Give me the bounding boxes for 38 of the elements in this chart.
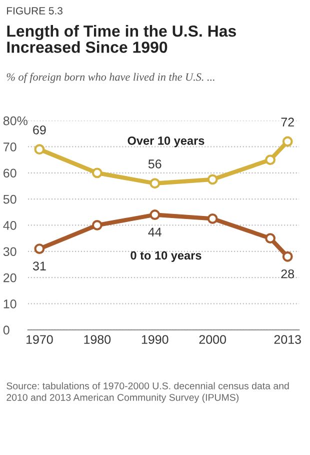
data-label: 31 <box>32 262 46 270</box>
x-tick-label: 2000 <box>199 335 226 344</box>
chart-title: Length of Time in the U.S. Has Increased Since 1990 <box>7 25 236 53</box>
y-tick-label: 10 <box>4 300 16 308</box>
chart-subtitle: % of foreign born who have lived in the U.S. ... <box>6 72 214 83</box>
y-tick-label: 60 <box>4 168 16 178</box>
y-tick-label: 70 <box>4 142 16 152</box>
data-label: 56 <box>148 160 162 168</box>
point <box>282 136 293 147</box>
y-tick-label: 80% <box>3 116 28 126</box>
point <box>34 244 45 254</box>
x-tick-label: 1970 <box>26 335 53 344</box>
y-tick-label: 0 <box>3 326 10 335</box>
text: Over 10 years <box>128 136 204 148</box>
point <box>207 213 218 224</box>
point <box>150 178 160 189</box>
data-label: 28 <box>281 269 294 278</box>
source-note: Source: tabulations of 1970-2000 U.S. decennial census data and 2010 and 2013 American Community Survey (IPUMS) <box>6 382 289 403</box>
y-tick-label: 50 <box>3 194 16 204</box>
y-tick-label: 30 <box>3 247 16 256</box>
text: 0 to 10 years <box>130 251 202 262</box>
data-label: 72 <box>281 118 294 126</box>
data-label: 44 <box>148 228 162 236</box>
point <box>150 210 160 220</box>
point <box>92 168 102 178</box>
data-label: 69 <box>33 126 46 134</box>
caption: FIGURE 5.3 <box>7 7 62 14</box>
point <box>207 174 218 185</box>
x-tick-label: 1980 <box>84 335 111 344</box>
point <box>92 220 102 230</box>
y-tick-label: 20 <box>4 273 16 282</box>
x-tick-label: 2013 <box>274 335 301 344</box>
x-tick-label: 1990 <box>142 335 168 344</box>
point <box>265 154 276 166</box>
point <box>282 251 293 262</box>
y-tick-label: 40 <box>3 221 16 230</box>
point <box>265 233 276 244</box>
point <box>34 144 45 155</box>
